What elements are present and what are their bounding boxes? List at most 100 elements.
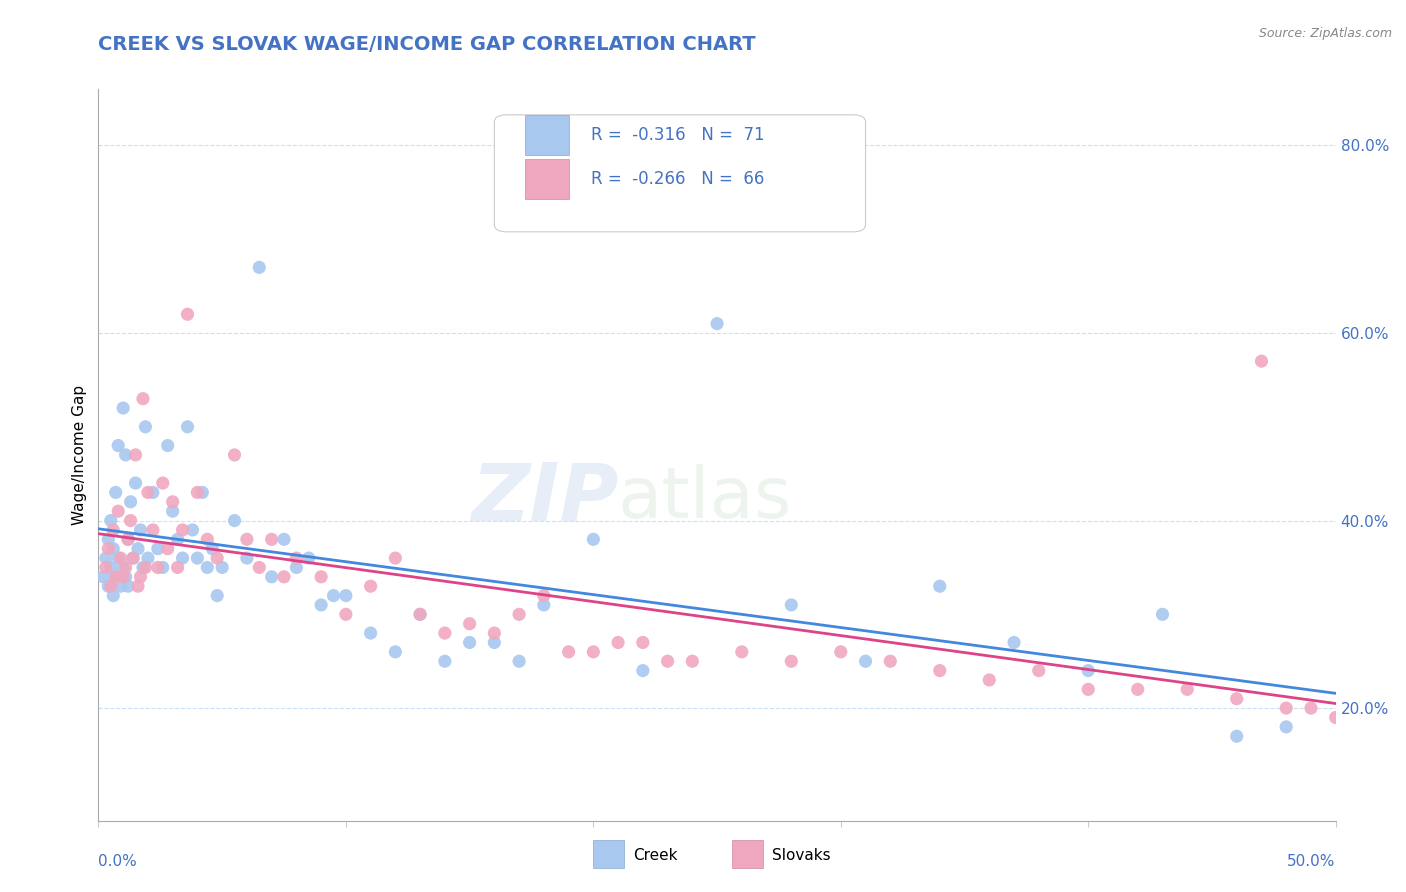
Point [1002,635,1025,649]
Point [129,523,152,537]
Point [631,664,654,678]
Point [114,570,136,584]
Point [132,392,155,406]
Point [156,541,179,556]
Point [186,551,208,566]
Point [1077,682,1099,697]
Point [780,598,803,612]
Point [100,514,122,528]
Point [195,533,218,547]
FancyBboxPatch shape [495,115,866,232]
Text: CREEK VS SLOVAK WAGE/INCOME GAP CORRELATION CHART: CREEK VS SLOVAK WAGE/INCOME GAP CORRELAT… [98,35,756,54]
Point [731,645,754,659]
Point [146,541,169,556]
Point [979,673,1001,687]
Point [273,570,295,584]
Point [107,504,129,518]
Point [224,448,246,462]
Point [127,579,149,593]
Point [134,560,156,574]
Point [1250,354,1272,368]
Point [103,589,125,603]
Point [557,645,579,659]
Point [152,560,174,574]
Text: R =  -0.316   N =  71: R = -0.316 N = 71 [591,126,765,144]
Point [93,570,115,584]
Point [1175,682,1198,697]
Point [117,533,139,547]
Point [928,579,950,593]
Point [186,485,208,500]
Point [103,541,125,556]
Point [830,645,852,659]
Point [176,307,198,321]
Point [508,607,530,622]
Point [928,664,950,678]
Point [104,570,127,584]
Point [360,579,382,593]
Text: Creek: Creek [633,848,678,863]
Point [409,607,432,622]
Point [706,317,728,331]
Point [117,533,139,547]
Point [285,551,308,566]
Point [122,551,145,566]
Point [205,551,228,566]
Point [112,560,135,574]
Point [1299,701,1322,715]
Point [132,560,155,574]
Point [533,598,555,612]
Point [224,514,246,528]
Point [114,448,136,462]
Point [433,626,456,640]
Y-axis label: Wage/Income Gap: Wage/Income Gap [72,384,87,525]
Point [120,495,142,509]
Point [298,551,321,566]
Point [309,598,332,612]
Point [112,401,135,415]
Point [107,551,129,566]
Point [236,551,259,566]
Text: Slovaks: Slovaks [772,848,830,863]
Point [855,654,877,668]
Point [322,589,344,603]
Point [162,504,184,518]
Point [409,607,432,622]
Point [879,654,901,668]
Point [191,485,214,500]
Point [273,533,295,547]
Point [582,645,605,659]
Text: ZIP: ZIP [471,459,619,538]
Point [484,626,506,640]
FancyBboxPatch shape [526,159,568,199]
Point [458,635,481,649]
Point [136,551,159,566]
Point [97,533,120,547]
Point [104,485,127,500]
Point [166,560,188,574]
Point [100,579,122,593]
Point [1226,691,1249,706]
Point [120,514,142,528]
Point [142,523,165,537]
Point [335,607,357,622]
Point [127,541,149,556]
Point [162,495,184,509]
Point [1226,729,1249,743]
Text: R =  -0.266   N =  66: R = -0.266 N = 66 [591,169,765,188]
Point [112,570,135,584]
Point [142,485,165,500]
Point [236,533,259,547]
Point [260,570,283,584]
Text: 50.0%: 50.0% [1288,854,1336,869]
Point [97,541,120,556]
Point [205,589,228,603]
Point [360,626,382,640]
FancyBboxPatch shape [526,115,568,155]
Point [97,579,120,593]
Point [124,476,146,491]
Point [681,654,703,668]
Point [582,533,605,547]
Point [657,654,679,668]
FancyBboxPatch shape [593,840,624,868]
